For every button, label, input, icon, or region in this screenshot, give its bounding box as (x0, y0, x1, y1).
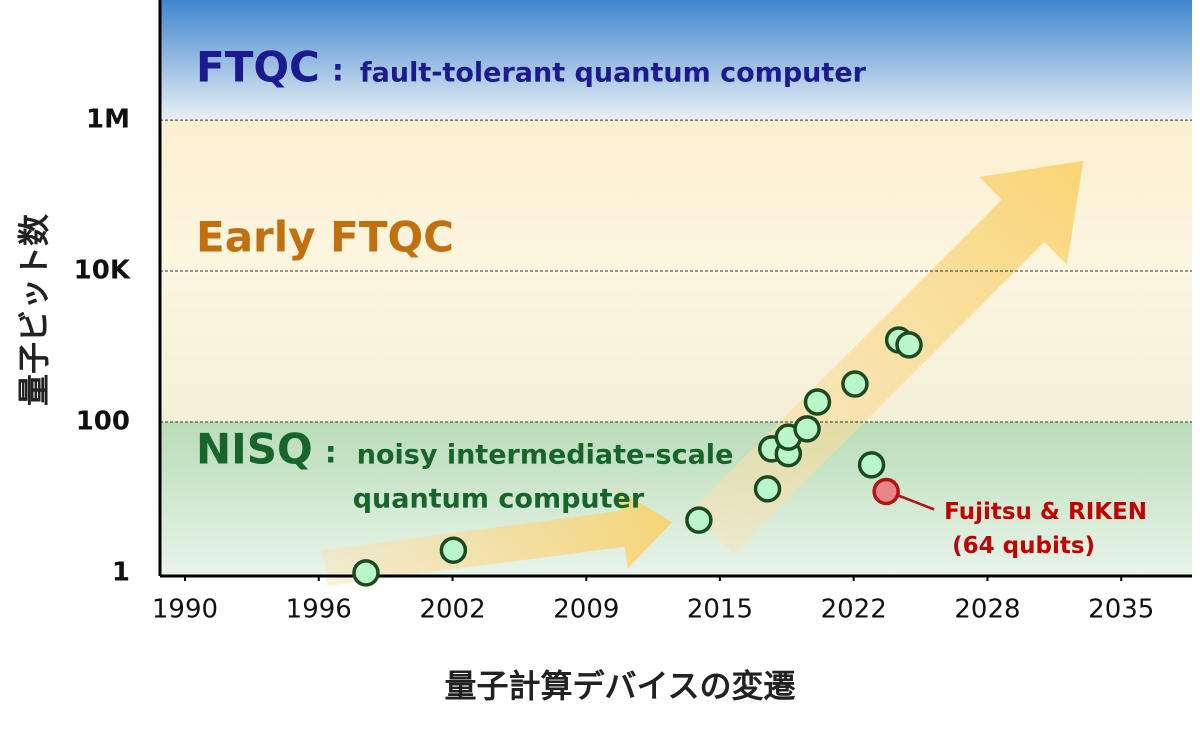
region-separator: : (325, 436, 337, 471)
x-tick-label: 2028 (954, 595, 1020, 625)
plot: FTQC: fault-tolerant quantum computer Earl… (74, 0, 1192, 625)
data-point (685, 506, 713, 534)
y-tick-label: 100 (76, 406, 130, 436)
region-separator: : (332, 54, 344, 89)
data-point (895, 331, 923, 359)
data-point (753, 475, 782, 503)
x-tick-label: 1990 (152, 595, 218, 625)
region-description: fault-tolerant quantum computer (360, 58, 867, 89)
region-label: NISQ (196, 425, 313, 474)
y-tick-label: 10K (74, 256, 131, 286)
data-point (439, 536, 468, 564)
region-description: noisy intermediate-scale (357, 440, 734, 471)
x-tick-label: 1996 (286, 595, 352, 625)
annotation-leader (897, 494, 935, 511)
annotation: (64 qubits) (952, 533, 1095, 559)
trend-arrow (322, 489, 673, 586)
data-point (857, 451, 886, 479)
x-tick-label: 2002 (419, 595, 485, 625)
annotation: Fujitsu & RIKEN (944, 499, 1147, 525)
region-label: FTQC (196, 43, 320, 92)
data-point (803, 388, 832, 416)
x-tick-label: 2015 (687, 595, 753, 625)
x-axis-title: 量子計算デバイスの変遷 (444, 667, 795, 705)
y-axis-title: 量子ビット数 (15, 213, 53, 406)
x-tick-label: 2009 (553, 595, 619, 625)
data-point (841, 370, 869, 398)
y-tick-label: 1M (86, 105, 130, 135)
data-point (793, 415, 821, 443)
region-label: Early FTQC (196, 213, 454, 262)
region-band (160, 0, 1192, 121)
data-point (872, 477, 900, 506)
x-tick-label: 2022 (821, 595, 887, 625)
y-tick-label: 1 (112, 557, 130, 587)
data-point (352, 559, 380, 587)
region-description: quantum computer (353, 484, 645, 515)
x-tick-label: 2035 (1088, 595, 1154, 625)
